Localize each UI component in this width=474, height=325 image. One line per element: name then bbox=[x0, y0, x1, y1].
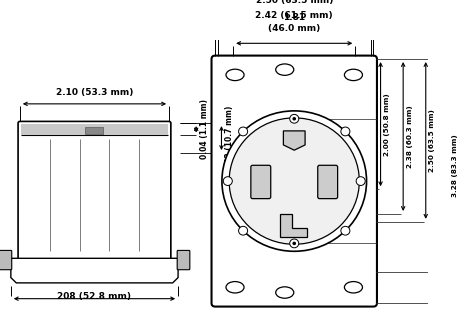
Circle shape bbox=[341, 226, 350, 235]
FancyBboxPatch shape bbox=[211, 56, 377, 306]
Circle shape bbox=[238, 127, 247, 136]
Ellipse shape bbox=[276, 64, 294, 75]
Text: 2.00 (50.8 mm): 2.00 (50.8 mm) bbox=[384, 93, 390, 156]
FancyBboxPatch shape bbox=[0, 250, 12, 270]
Text: 208 (52.8 mm): 208 (52.8 mm) bbox=[57, 292, 131, 301]
FancyBboxPatch shape bbox=[318, 165, 337, 199]
FancyBboxPatch shape bbox=[251, 165, 271, 199]
Polygon shape bbox=[283, 131, 305, 150]
Circle shape bbox=[229, 118, 359, 244]
Ellipse shape bbox=[345, 69, 363, 81]
Text: 2.50 (63.5 mm): 2.50 (63.5 mm) bbox=[255, 0, 333, 5]
Circle shape bbox=[292, 241, 296, 245]
Text: 1.81
(46.0 mm): 1.81 (46.0 mm) bbox=[268, 13, 320, 33]
Ellipse shape bbox=[276, 287, 294, 298]
FancyBboxPatch shape bbox=[177, 250, 190, 270]
Ellipse shape bbox=[226, 281, 244, 293]
Text: 0.42 (10.7 mm): 0.42 (10.7 mm) bbox=[225, 105, 234, 171]
Bar bbox=[85, 127, 103, 134]
Circle shape bbox=[356, 177, 365, 186]
Ellipse shape bbox=[226, 69, 244, 81]
Circle shape bbox=[223, 177, 232, 186]
Bar bbox=[12, 271, 177, 280]
Ellipse shape bbox=[345, 281, 363, 293]
FancyBboxPatch shape bbox=[18, 122, 171, 260]
Circle shape bbox=[290, 114, 299, 123]
Polygon shape bbox=[11, 258, 178, 283]
Text: 2.38 (60.3 mm): 2.38 (60.3 mm) bbox=[407, 105, 413, 168]
Circle shape bbox=[222, 111, 366, 251]
Text: 2.50 (63.5 mm): 2.50 (63.5 mm) bbox=[429, 109, 436, 172]
Polygon shape bbox=[280, 214, 307, 237]
Circle shape bbox=[290, 239, 299, 248]
Text: 3.28 (83.3 mm): 3.28 (83.3 mm) bbox=[452, 135, 458, 197]
Text: 2.42 (61.5 mm): 2.42 (61.5 mm) bbox=[255, 11, 333, 20]
Circle shape bbox=[292, 117, 296, 121]
Circle shape bbox=[341, 127, 350, 136]
Bar bbox=[21, 124, 168, 135]
Text: 2.10 (53.3 mm): 2.10 (53.3 mm) bbox=[56, 88, 133, 97]
Circle shape bbox=[238, 226, 247, 235]
Text: 0.04 (1.1 mm): 0.04 (1.1 mm) bbox=[200, 99, 209, 159]
